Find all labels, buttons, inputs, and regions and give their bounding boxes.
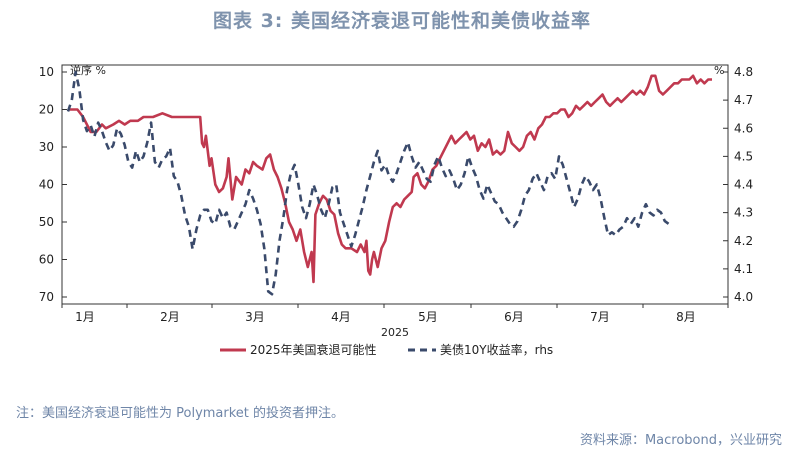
x-tick-label: 5月 <box>418 310 438 324</box>
left-tick-label: 20 <box>39 103 54 117</box>
right-tick-label: 4.3 <box>734 206 753 220</box>
legend-label-recession: 2025年美国衰退可能性 <box>250 342 377 357</box>
x-tick-label: 8月 <box>676 310 696 324</box>
x-axis: 1月 2月 3月 4月 5月 6月 7月 8月 <box>61 304 729 324</box>
series-layer <box>66 70 712 296</box>
right-axis: 4.8 4.7 4.6 4.5 4.4 4.3 4.2 4.1 4.0 <box>723 65 753 304</box>
right-tick-label: 4.1 <box>734 262 753 276</box>
x-tick-label: 7月 <box>590 310 610 324</box>
right-tick-label: 4.2 <box>734 234 753 248</box>
left-axis: 10 20 30 40 50 60 70 <box>39 65 67 304</box>
x-tick-label: 4月 <box>331 310 351 324</box>
chart-title: 图表 3: 美国经济衰退可能性和美债收益率 <box>212 10 592 32</box>
x-tick-label: 6月 <box>504 310 524 324</box>
x-tick-label: 2月 <box>160 310 180 324</box>
legend-label-yield: 美债10Y收益率，rhs <box>440 342 553 357</box>
left-tick-label: 10 <box>39 65 54 79</box>
x-axis-title: 2025 <box>381 326 409 339</box>
right-tick-label: 4.0 <box>734 290 753 304</box>
plot-border <box>61 64 729 305</box>
plot-frame <box>61 64 729 305</box>
recession-probability-line <box>68 74 712 284</box>
left-tick-label: 60 <box>39 253 54 267</box>
left-axis-label: 逆序 % <box>70 63 106 77</box>
left-tick-label: 70 <box>39 290 54 304</box>
treasury-10y-yield-line <box>66 70 670 296</box>
left-tick-label: 50 <box>39 215 54 229</box>
right-tick-label: 4.7 <box>734 93 753 107</box>
right-tick-label: 4.5 <box>734 149 753 163</box>
legend: 2025年美国衰退可能性 美债10Y收益率，rhs <box>220 342 553 357</box>
left-tick-label: 30 <box>39 140 54 154</box>
right-tick-label: 4.8 <box>734 65 753 79</box>
right-tick-label: 4.4 <box>734 178 753 192</box>
source-note: 资料来源：Macrobond，兴业研究 <box>579 433 782 448</box>
right-tick-label: 4.6 <box>734 121 753 135</box>
x-tick-label: 3月 <box>245 310 265 324</box>
left-tick-label: 40 <box>39 178 54 192</box>
footnote: 注：美国经济衰退可能性为 Polymarket 的投资者押注。 <box>16 406 345 421</box>
right-axis-label: % <box>714 64 724 77</box>
x-tick-label: 1月 <box>75 310 95 324</box>
